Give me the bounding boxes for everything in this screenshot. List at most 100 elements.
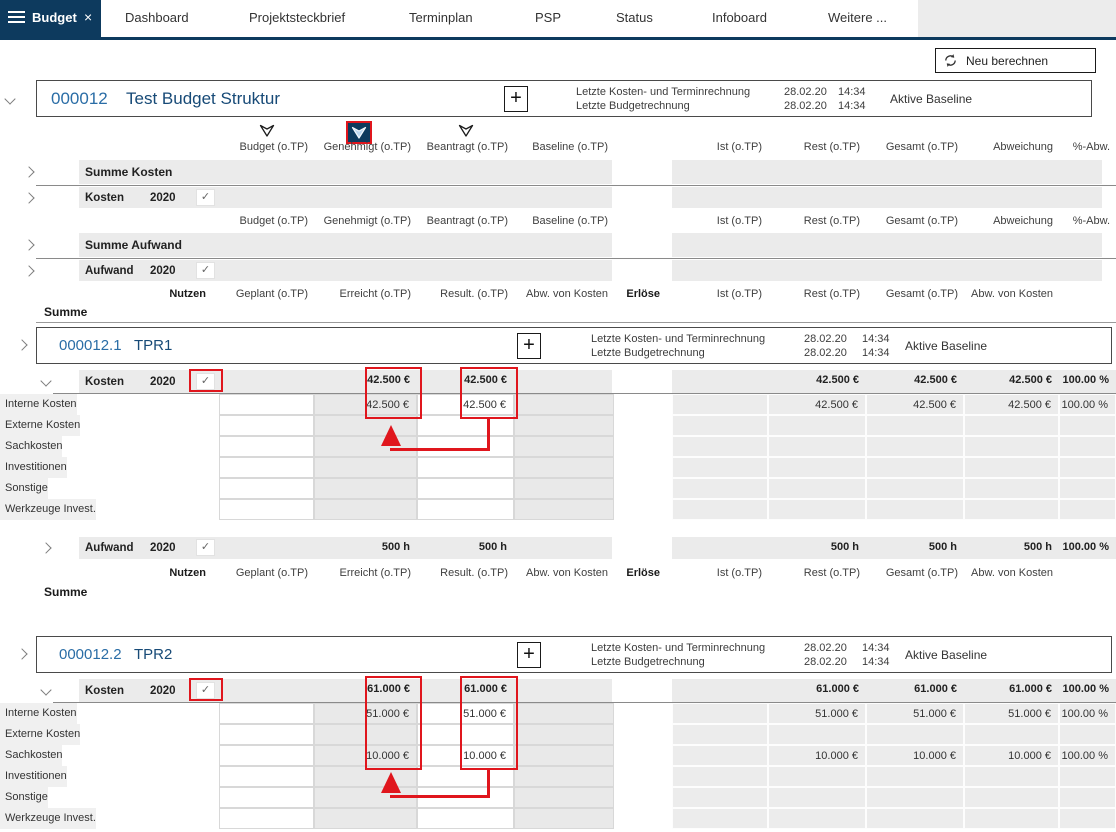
- expand-chevron-icon[interactable]: [23, 239, 35, 251]
- cell-budget[interactable]: [219, 478, 314, 499]
- cell-genehmigt[interactable]: [314, 478, 417, 499]
- cell-budget[interactable]: [219, 724, 314, 745]
- add-button[interactable]: +: [517, 642, 541, 668]
- cell-baseline[interactable]: [514, 415, 614, 436]
- cell-beantragt[interactable]: [417, 499, 514, 520]
- tab-psp[interactable]: PSP: [535, 10, 562, 25]
- filter-funnel-icon-genehmigt-active[interactable]: [346, 121, 372, 144]
- tab-budget-active[interactable]: Budget ×: [0, 0, 101, 37]
- cell-budget[interactable]: [219, 766, 314, 787]
- add-button[interactable]: +: [517, 333, 541, 359]
- expand-chevron-icon[interactable]: [23, 192, 35, 204]
- project-header: 000012 Test Budget Struktur + Letzte Kos…: [36, 80, 1092, 117]
- cell-pabw: [1059, 787, 1116, 808]
- cell-ist: [672, 499, 768, 520]
- cell-beantragt[interactable]: 51.000 €: [417, 703, 514, 724]
- cell-baseline[interactable]: [514, 745, 614, 766]
- col-ist: Ist (o.TP): [716, 141, 762, 153]
- cell-baseline[interactable]: [514, 766, 614, 787]
- cell-baseline[interactable]: [514, 394, 614, 415]
- cell-budget[interactable]: [219, 457, 314, 478]
- close-icon[interactable]: ×: [84, 9, 93, 25]
- table-row-sonstige: Sonstige: [0, 787, 1116, 808]
- kosten-checkbox[interactable]: ✓: [196, 373, 215, 390]
- cell-beantragt[interactable]: [417, 478, 514, 499]
- cell-budget[interactable]: [219, 787, 314, 808]
- collapse-chevron-icon[interactable]: [40, 684, 52, 696]
- value-pabw: 100.00 %: [1062, 683, 1109, 695]
- cell-baseline[interactable]: [514, 478, 614, 499]
- cell-budget[interactable]: [219, 703, 314, 724]
- row-label: Interne Kosten: [0, 394, 77, 415]
- cell-beantragt[interactable]: 42.500 €: [417, 394, 514, 415]
- cell-genehmigt[interactable]: [314, 499, 417, 520]
- value-genehmigt: 61.000 €: [367, 683, 410, 695]
- aufwand-checkbox[interactable]: ✓: [196, 539, 215, 556]
- kosten-checkbox[interactable]: ✓: [196, 682, 215, 699]
- tab-weitere[interactable]: Weitere ...: [828, 10, 888, 25]
- tpr1-collapse-chevron-icon[interactable]: [16, 339, 28, 351]
- col-genehmigt: Genehmigt (o.TP): [323, 141, 411, 153]
- col-rest: Rest (o.TP): [803, 141, 860, 153]
- cell-budget[interactable]: [219, 436, 314, 457]
- add-button[interactable]: +: [504, 86, 528, 112]
- summe-aufwand-label: Summe Aufwand: [85, 238, 182, 252]
- recalculate-button[interactable]: Neu berechnen: [935, 48, 1096, 73]
- filter-funnel-icon-budget[interactable]: [259, 124, 275, 138]
- last-budget-calc-label: Letzte Budgetrechnung: [591, 347, 705, 359]
- cell-baseline[interactable]: [514, 787, 614, 808]
- tab-infoboard[interactable]: Infoboard: [712, 10, 767, 25]
- kosten-checkbox[interactable]: ✓: [196, 189, 215, 206]
- last-budget-calc-date: 28.02.20: [784, 100, 827, 112]
- value-gesamt: 61.000 €: [914, 683, 957, 695]
- value-abweichung: 500 h: [1023, 541, 1052, 553]
- tab-status[interactable]: Status: [616, 10, 653, 25]
- tpr2-kosten-year-row: Kosten 2020 ✓ 61.000 € 61.000 € 61.000 €…: [0, 679, 1116, 702]
- tab-terminplan[interactable]: Terminplan: [409, 10, 473, 25]
- cell-baseline[interactable]: [514, 724, 614, 745]
- cell-baseline[interactable]: [514, 808, 614, 829]
- cell-beantragt[interactable]: [417, 724, 514, 745]
- expand-chevron-icon[interactable]: [23, 166, 35, 178]
- filter-funnel-icon-beantragt[interactable]: [458, 124, 474, 138]
- col-ist: Ist (o.TP): [716, 567, 762, 579]
- cell-baseline[interactable]: [514, 457, 614, 478]
- cell-pabw: [1059, 415, 1116, 436]
- expand-chevron-icon[interactable]: [40, 542, 52, 554]
- row-label: Externe Kosten: [0, 415, 81, 436]
- aufwand-checkbox[interactable]: ✓: [196, 262, 215, 279]
- cell-ist: [672, 415, 768, 436]
- project-collapse-chevron-icon[interactable]: [4, 93, 16, 105]
- col-pabw: %-Abw.: [1072, 141, 1110, 153]
- cell-baseline[interactable]: [514, 499, 614, 520]
- nutzen-header-row: Nutzen Geplant (o.TP) Erreicht (o.TP) Re…: [0, 287, 1116, 302]
- recalculate-label: Neu berechnen: [966, 54, 1049, 68]
- cell-budget[interactable]: [219, 808, 314, 829]
- cell-baseline[interactable]: [514, 436, 614, 457]
- cell-beantragt[interactable]: [417, 457, 514, 478]
- cell-beantragt[interactable]: 10.000 €: [417, 745, 514, 766]
- kosten-label: Kosten: [85, 375, 124, 388]
- last-cost-calc-time: 14:34: [838, 86, 866, 98]
- tab-dashboard[interactable]: Dashboard: [125, 10, 189, 25]
- cell-genehmigt[interactable]: [314, 808, 417, 829]
- col-result: Result. (o.TP): [440, 567, 508, 579]
- cell-genehmigt[interactable]: [314, 457, 417, 478]
- cell-budget[interactable]: [219, 394, 314, 415]
- cell-beantragt[interactable]: [417, 436, 514, 457]
- cell-budget[interactable]: [219, 745, 314, 766]
- tab-projektsteckbrief[interactable]: Projektsteckbrief: [249, 10, 346, 25]
- hamburger-icon[interactable]: [8, 11, 25, 24]
- collapse-chevron-icon[interactable]: [40, 375, 52, 387]
- cell-budget[interactable]: [219, 415, 314, 436]
- cell-pabw: [1059, 436, 1116, 457]
- annotation-box-checkbox: [189, 369, 223, 392]
- cell-genehmigt[interactable]: [314, 436, 417, 457]
- cell-baseline[interactable]: [514, 703, 614, 724]
- value-pabw: 100.00 %: [1062, 374, 1109, 386]
- expand-chevron-icon[interactable]: [23, 265, 35, 277]
- cell-budget[interactable]: [219, 499, 314, 520]
- cell-rest: [768, 787, 866, 808]
- cell-beantragt[interactable]: [417, 808, 514, 829]
- tpr2-collapse-chevron-icon[interactable]: [16, 648, 28, 660]
